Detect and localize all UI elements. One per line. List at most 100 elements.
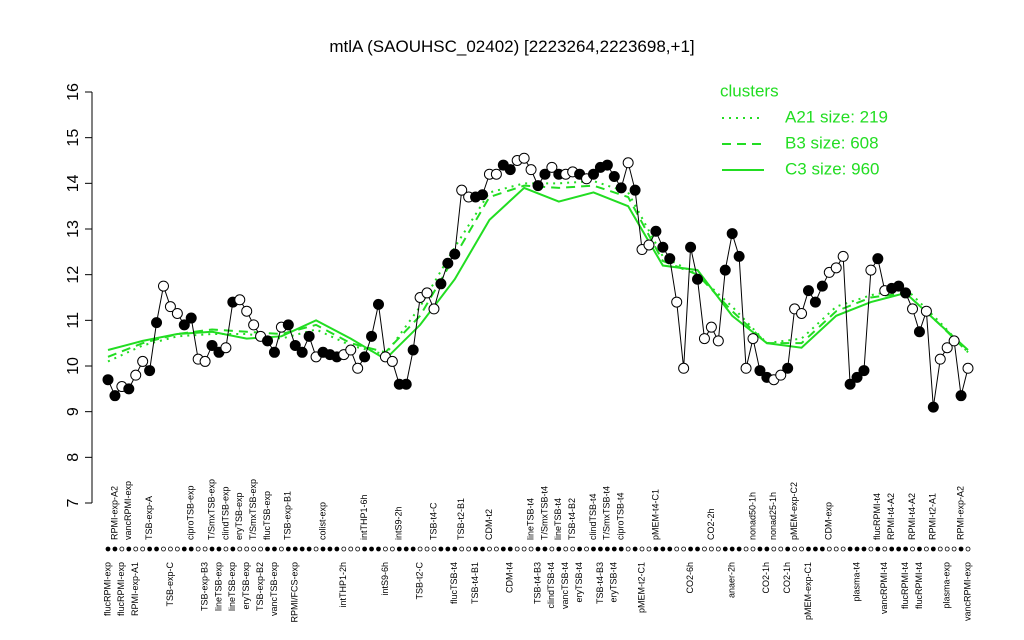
x-tick-label: RPMI-exp-A2	[955, 486, 965, 540]
x-tick	[161, 546, 166, 552]
x-tick	[778, 546, 784, 552]
legend-label: C3 size: 960	[785, 159, 880, 178]
x-tick	[278, 546, 284, 552]
x-tick-label: CO2-2h	[706, 508, 716, 540]
x-tick	[500, 546, 506, 552]
x-tick	[216, 546, 222, 552]
x-tick-label: clindTSB-t4	[588, 493, 598, 540]
x-tick-label: pMEM-exp-C1	[803, 562, 813, 620]
x-tick-label: lineTSB-exp	[213, 562, 223, 611]
legend-label: A21 size: 219	[785, 107, 888, 126]
x-tick	[875, 546, 881, 552]
x-tick	[417, 546, 423, 552]
x-tick	[854, 546, 860, 552]
x-tick	[792, 546, 798, 552]
x-tick	[285, 546, 291, 552]
x-tick	[910, 546, 915, 552]
data-point	[407, 344, 419, 356]
x-tick	[598, 546, 603, 552]
data-point	[629, 184, 641, 196]
data-point	[747, 333, 759, 345]
data-point	[178, 319, 190, 331]
x-tick	[487, 546, 492, 552]
x-tick	[806, 546, 811, 552]
x-tick	[223, 546, 229, 552]
data-point	[664, 253, 676, 265]
x-tick-label: anaer-2h	[727, 562, 737, 598]
data-point	[719, 264, 731, 276]
data-point	[296, 346, 308, 358]
x-tick	[903, 546, 908, 552]
x-tick	[147, 546, 153, 552]
x-tick-label: TSB-t4-C	[428, 502, 438, 540]
x-tick-label: intS9-2h	[394, 506, 404, 540]
x-tick	[424, 546, 430, 552]
y-tick-label: 9	[65, 407, 82, 416]
x-tick	[431, 546, 437, 552]
x-tick	[445, 546, 451, 552]
x-tick-label: T/SmxTSB-exp	[206, 479, 216, 540]
x-tick-label: eryTSB-t4	[609, 562, 619, 603]
data-point	[796, 307, 808, 319]
x-tick	[174, 546, 180, 552]
data-point	[352, 362, 364, 374]
data-point	[234, 294, 246, 306]
data-point	[907, 303, 919, 315]
x-tick-label: clindTSB-exp	[220, 486, 230, 540]
data-point	[844, 378, 856, 390]
data-point	[400, 378, 412, 390]
data-point	[206, 339, 218, 351]
x-tick	[833, 546, 839, 552]
data-point	[421, 287, 433, 299]
x-tick	[923, 546, 929, 552]
x-tick	[681, 546, 687, 552]
data-point	[754, 365, 766, 377]
x-tick	[514, 546, 520, 552]
data-point	[144, 365, 156, 377]
data-point	[241, 305, 253, 317]
x-tick-label: TSB-exp-B3	[199, 562, 209, 611]
x-tick-label: TSB-t4-B3	[532, 562, 542, 604]
x-tick-label: flucRPMI-exp	[102, 562, 112, 616]
x-tick-label: RPMI-t4-A2	[907, 493, 917, 540]
data-point	[941, 342, 953, 354]
y-tick-label: 10	[65, 357, 82, 375]
data-point	[303, 330, 315, 342]
x-tick-label: flucRPMI-exp	[116, 562, 126, 616]
data-point	[615, 182, 627, 194]
x-tick	[348, 546, 354, 552]
x-tick	[930, 546, 936, 552]
x-tick	[785, 546, 791, 552]
x-tick	[896, 546, 902, 552]
data-point	[872, 253, 884, 265]
x-tick	[688, 546, 693, 552]
x-tick-label: RPMI-exp-A1	[130, 562, 140, 616]
x-tick	[695, 546, 700, 552]
x-tick-label: clindTSB-t4	[546, 562, 556, 609]
x-tick-label: vancRPMI-exp	[962, 562, 972, 621]
x-tick	[244, 546, 250, 552]
data-point	[546, 161, 558, 173]
x-tick	[403, 546, 409, 552]
x-tick	[549, 546, 555, 552]
x-tick-label: eryTSB-t4	[574, 562, 584, 603]
x-tick-label: T/SmxTSB-t4	[602, 486, 612, 540]
data-point	[782, 362, 794, 374]
x-tick	[944, 546, 950, 552]
data-point	[865, 264, 877, 276]
x-tick-label: T/SmxTSB-t4	[539, 486, 549, 540]
data-point	[372, 298, 384, 310]
x-tick-label: plasma-t4	[851, 562, 861, 602]
x-tick-label: TSB-t2-C	[414, 562, 424, 600]
x-tick	[480, 546, 485, 552]
data-point	[692, 273, 704, 285]
data-point	[913, 326, 925, 338]
data-point	[934, 353, 946, 365]
data-point	[622, 157, 634, 169]
x-tick	[604, 546, 610, 552]
x-tick	[937, 546, 943, 552]
y-tick-label: 15	[65, 129, 82, 147]
x-tick	[306, 546, 312, 552]
x-tick-label: nonad50-1h	[747, 492, 757, 540]
